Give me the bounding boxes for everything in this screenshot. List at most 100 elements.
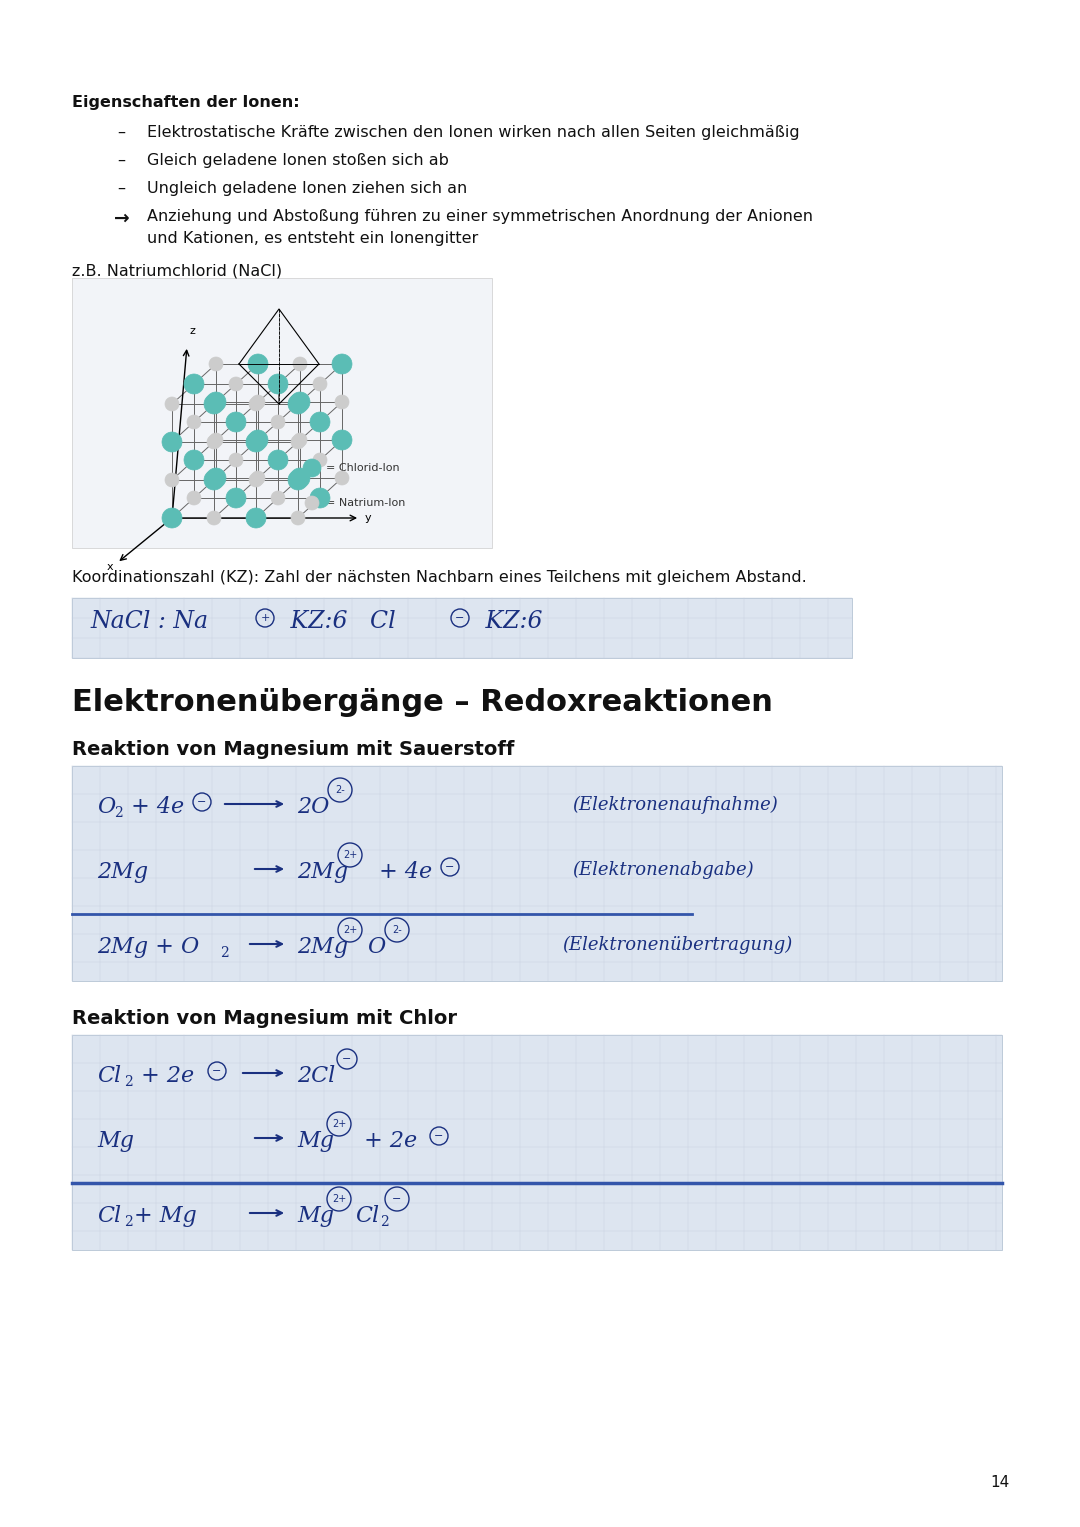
Circle shape xyxy=(291,435,305,449)
Text: x: x xyxy=(107,562,113,573)
Text: (Elektronenübertragung): (Elektronenübertragung) xyxy=(562,936,793,954)
Text: O: O xyxy=(367,936,386,957)
Bar xyxy=(72,599,852,658)
Circle shape xyxy=(291,512,305,525)
Text: 2: 2 xyxy=(220,947,229,960)
Text: Ungleich geladene Ionen ziehen sich an: Ungleich geladene Ionen ziehen sich an xyxy=(147,182,468,195)
Text: Mg: Mg xyxy=(297,1130,334,1151)
Circle shape xyxy=(226,412,246,432)
Text: Mg: Mg xyxy=(297,1205,334,1228)
Circle shape xyxy=(210,357,222,371)
Circle shape xyxy=(206,392,226,412)
Circle shape xyxy=(288,394,308,414)
Circle shape xyxy=(293,434,307,447)
Text: 14: 14 xyxy=(990,1475,1010,1490)
Circle shape xyxy=(291,392,310,412)
Text: Elektronenübergänge – Redoxreaktionen: Elektronenübergänge – Redoxreaktionen xyxy=(72,689,773,718)
Circle shape xyxy=(207,435,221,449)
Text: Cl: Cl xyxy=(355,1205,379,1228)
Circle shape xyxy=(246,432,266,452)
Text: Eigenschaften der Ionen:: Eigenschaften der Ionen: xyxy=(72,95,299,110)
Circle shape xyxy=(229,377,243,391)
Text: 2: 2 xyxy=(114,806,123,820)
Text: 2Cl: 2Cl xyxy=(297,1064,335,1087)
Text: −: − xyxy=(213,1066,221,1077)
Circle shape xyxy=(162,432,183,452)
Text: →: → xyxy=(114,209,130,228)
Text: Reaktion von Magnesium mit Sauerstoff: Reaktion von Magnesium mit Sauerstoff xyxy=(72,741,514,759)
Text: 2: 2 xyxy=(124,1075,133,1089)
Circle shape xyxy=(187,492,201,505)
Circle shape xyxy=(204,394,224,414)
Text: Gleich geladene Ionen stoßen sich ab: Gleich geladene Ionen stoßen sich ab xyxy=(147,153,449,168)
Text: 2Mg: 2Mg xyxy=(297,861,348,883)
Text: z.B. Natriumchlorid (NaCl): z.B. Natriumchlorid (NaCl) xyxy=(72,263,282,278)
Circle shape xyxy=(271,492,285,505)
Text: NaCl : Na: NaCl : Na xyxy=(90,609,208,634)
Bar xyxy=(72,767,1002,980)
Text: Reaktion von Magnesium mit Chlor: Reaktion von Magnesium mit Chlor xyxy=(72,1009,457,1028)
Circle shape xyxy=(332,431,352,450)
Text: Cl: Cl xyxy=(97,1064,121,1087)
Text: –: – xyxy=(117,182,125,195)
Circle shape xyxy=(248,431,268,450)
Text: 2Mg: 2Mg xyxy=(297,936,348,957)
Circle shape xyxy=(210,434,222,447)
Circle shape xyxy=(335,470,349,486)
Circle shape xyxy=(204,470,224,490)
Bar xyxy=(72,278,492,548)
Circle shape xyxy=(303,460,321,476)
Text: 2-: 2- xyxy=(335,785,345,796)
Circle shape xyxy=(229,454,243,467)
Circle shape xyxy=(184,450,204,470)
Circle shape xyxy=(310,412,330,432)
Text: −: − xyxy=(456,612,464,623)
Circle shape xyxy=(251,395,265,409)
Text: (Elektronenaufnahme): (Elektronenaufnahme) xyxy=(572,796,778,814)
Circle shape xyxy=(184,374,204,394)
Text: y: y xyxy=(365,513,372,524)
Circle shape xyxy=(310,489,330,508)
Circle shape xyxy=(251,470,265,486)
Text: 2O: 2O xyxy=(297,796,329,818)
Text: Anziehung und Abstoßung führen zu einer symmetrischen Anordnung der Anionen: Anziehung und Abstoßung führen zu einer … xyxy=(147,209,813,224)
Text: –: – xyxy=(117,125,125,140)
Text: 2: 2 xyxy=(380,1215,389,1229)
Circle shape xyxy=(249,473,264,487)
Text: O: O xyxy=(97,796,116,818)
Text: = Natrium-Ion: = Natrium-Ion xyxy=(326,498,405,508)
Text: 2+: 2+ xyxy=(332,1119,346,1128)
Circle shape xyxy=(268,374,288,394)
Text: −: − xyxy=(392,1194,402,1203)
Circle shape xyxy=(293,357,307,371)
Text: (Elektronenabgabe): (Elektronenabgabe) xyxy=(572,861,754,880)
Text: −: − xyxy=(445,863,455,872)
Text: 2: 2 xyxy=(124,1215,133,1229)
Circle shape xyxy=(206,467,226,489)
Text: KZ:6   Cl: KZ:6 Cl xyxy=(283,609,395,634)
Text: Cl: Cl xyxy=(97,1205,121,1228)
Text: Koordinationszahl (KZ): Zahl der nächsten Nachbarn eines Teilchens mit gleichem : Koordinationszahl (KZ): Zahl der nächste… xyxy=(72,570,807,585)
Text: Mg: Mg xyxy=(97,1130,134,1151)
Circle shape xyxy=(187,415,201,429)
Text: + 2e: + 2e xyxy=(134,1064,194,1087)
Circle shape xyxy=(313,454,327,467)
Text: + 2e: + 2e xyxy=(357,1130,417,1151)
Circle shape xyxy=(162,508,183,528)
Text: = Chlorid-Ion: = Chlorid-Ion xyxy=(326,463,400,473)
Circle shape xyxy=(305,496,319,510)
Text: 2+: 2+ xyxy=(332,1194,346,1203)
Text: 2-: 2- xyxy=(392,925,402,935)
Bar xyxy=(72,1035,1002,1251)
Circle shape xyxy=(271,415,285,429)
Circle shape xyxy=(226,489,246,508)
Circle shape xyxy=(207,512,221,525)
Circle shape xyxy=(332,354,352,374)
Circle shape xyxy=(165,473,179,487)
Circle shape xyxy=(335,395,349,409)
Text: −: − xyxy=(434,1132,444,1141)
Circle shape xyxy=(248,354,268,374)
Text: 2+: 2+ xyxy=(342,851,357,860)
Circle shape xyxy=(288,470,308,490)
Text: + Mg: + Mg xyxy=(134,1205,197,1228)
